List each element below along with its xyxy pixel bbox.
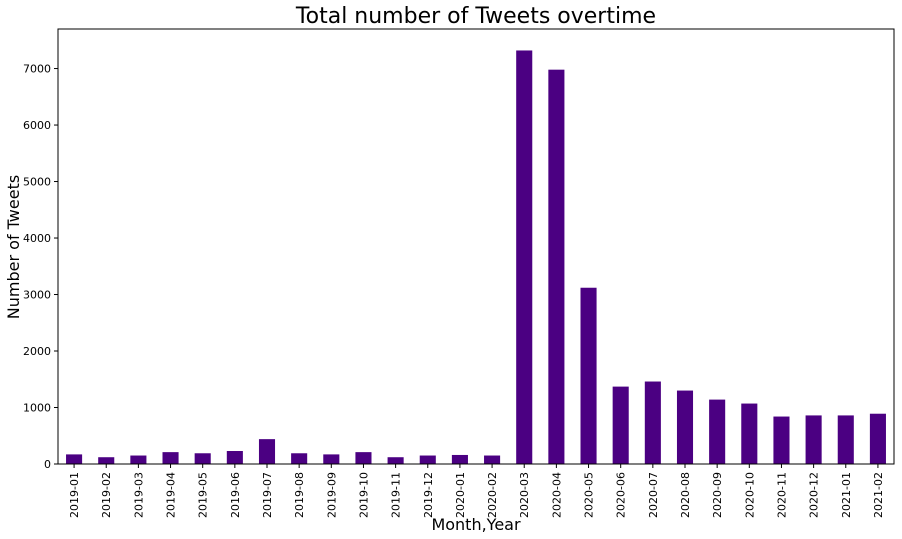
bar-2019-02: [98, 457, 115, 464]
bar-2020-09: [709, 399, 726, 464]
bar-2020-05: [580, 287, 597, 464]
x-tick-label: 2020-10: [743, 472, 756, 518]
x-tick-label: 2019-01: [68, 472, 81, 518]
x-tick-label: 2021-01: [840, 472, 853, 518]
bar-2020-01: [451, 454, 468, 464]
bar-2019-11: [387, 457, 404, 464]
x-tick-label: 2019-05: [197, 472, 210, 518]
bar-2020-08: [676, 390, 694, 464]
x-tick-label: 2019-04: [165, 472, 178, 518]
x-tick-label: 2019-08: [293, 472, 306, 518]
bar-2019-06: [226, 451, 243, 464]
x-tick-label: 2019-09: [325, 472, 338, 518]
x-tick-label: 2020-11: [775, 472, 788, 518]
x-tick-label: 2020-08: [679, 472, 692, 518]
y-tick-label: 7000: [23, 63, 51, 76]
x-tick-label: 2019-10: [357, 472, 370, 518]
y-tick-label: 5000: [23, 176, 51, 189]
x-axis-label: Month,Year: [431, 515, 521, 534]
x-tick-label: 2020-04: [550, 472, 563, 518]
y-tick-label: 1000: [23, 402, 51, 415]
bar-2021-02: [869, 413, 886, 464]
bar-2019-09: [323, 454, 340, 464]
y-axis-label: Number of Tweets: [4, 175, 23, 319]
y-axis-ticks: 0 1000 2000 3000 4000 5000 6000 7000: [23, 63, 58, 471]
x-axis-ticks: 2019-01 2019-02 2019-03 2019-04 2019-05 2019-…: [68, 464, 885, 518]
x-tick-label: 2019-12: [422, 472, 435, 518]
bar-2020-02: [484, 455, 501, 464]
chart-title: Total number of Tweets overtime: [295, 4, 656, 29]
x-tick-label: 2020-01: [454, 472, 467, 518]
bar-2020-11: [773, 416, 790, 464]
bars-group: [66, 50, 886, 465]
bar-2021-01: [837, 415, 854, 464]
y-tick-label: 2000: [23, 345, 51, 358]
x-tick-label: 2020-12: [808, 472, 821, 518]
bar-2019-01: [66, 454, 83, 464]
bar-2019-10: [355, 452, 372, 464]
bar-2020-07: [644, 381, 661, 464]
bar-2020-12: [805, 415, 822, 464]
bar-2019-08: [291, 453, 308, 464]
bar-2020-10: [741, 403, 758, 464]
x-tick-label: 2020-03: [518, 472, 531, 518]
bar-2020-04: [548, 69, 565, 464]
x-tick-label: 2019-02: [100, 472, 113, 518]
x-tick-label: 2021-02: [872, 472, 885, 518]
x-tick-label: 2020-09: [711, 472, 724, 518]
bar-2020-03: [516, 50, 533, 465]
bar-2019-12: [419, 455, 436, 464]
bar-2019-03: [130, 455, 147, 464]
bar-2019-05: [194, 453, 211, 464]
bar-2019-07: [258, 439, 276, 464]
x-tick-label: 2019-06: [229, 472, 242, 518]
x-tick-label: 2019-07: [261, 472, 274, 518]
x-tick-label: 2019-11: [390, 472, 403, 518]
y-tick-label: 0: [44, 458, 51, 471]
x-tick-label: 2020-07: [647, 472, 660, 518]
x-tick-label: 2020-05: [583, 472, 596, 518]
y-tick-label: 6000: [23, 119, 51, 132]
bar-2020-06: [612, 386, 629, 464]
y-tick-label: 4000: [23, 232, 51, 245]
x-tick-label: 2020-06: [615, 472, 628, 518]
x-tick-label: 2019-03: [132, 472, 145, 518]
y-tick-label: 3000: [23, 289, 51, 302]
plot-frame: [57, 28, 895, 465]
bar-2019-04: [162, 452, 179, 464]
x-tick-label: 2020-02: [486, 472, 499, 518]
